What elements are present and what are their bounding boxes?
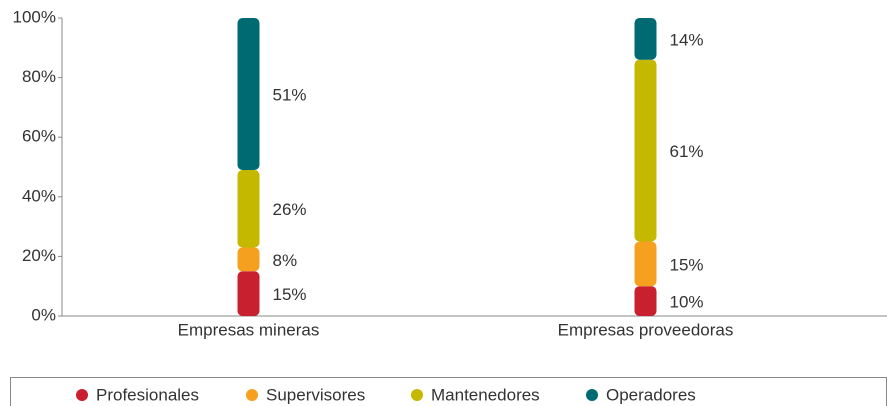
legend-marker [246,389,258,401]
value-label: 14% [670,30,704,49]
legend-label: Supervisores [266,385,365,404]
y-tick-label: 60% [22,127,56,146]
y-tick-label: 0% [31,305,56,324]
bar-segment [634,18,657,60]
bar-segment [634,59,657,242]
legend-marker [411,389,423,401]
value-label: 15% [273,285,307,304]
legend-marker [76,389,88,401]
bar-segment [237,18,260,170]
value-label: 61% [670,142,704,161]
value-label: 15% [670,255,704,274]
y-tick-label: 100% [13,7,56,26]
y-tick-label: 40% [22,186,56,205]
bar-segment [237,271,260,316]
x-tick-label: Empresas proveedoras [558,320,734,339]
value-label: 51% [273,85,307,104]
legend-label: Mantenedores [431,385,540,404]
legend-marker [586,389,598,401]
value-label: 26% [273,200,307,219]
y-tick-label: 80% [22,67,56,86]
y-tick-label: 20% [22,246,56,265]
legend-label: Operadores [606,385,696,404]
legend-label: Profesionales [96,385,199,404]
bar-segment [634,241,657,287]
x-tick-label: Empresas mineras [178,320,320,339]
bar-segment [237,169,260,248]
value-label: 10% [670,293,704,312]
bar-segment [237,247,260,272]
value-label: 8% [273,251,298,270]
bar-segment [634,286,657,316]
